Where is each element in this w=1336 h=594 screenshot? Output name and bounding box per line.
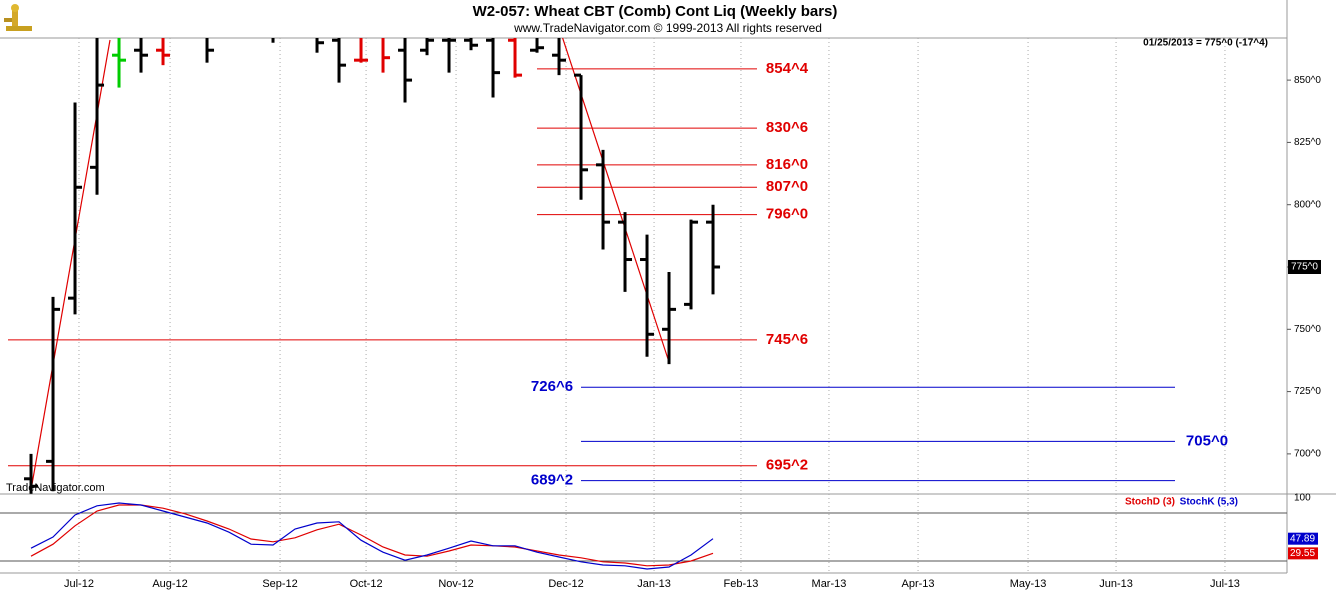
last-value-label: 29.55: [1290, 548, 1315, 559]
y-tick-label: 800^0: [1294, 199, 1321, 210]
last-value-label: 47.89: [1290, 533, 1315, 544]
level-label: 726^6: [531, 378, 573, 395]
x-tick-label: Apr-13: [902, 578, 935, 590]
y-tick-label: 100: [1294, 493, 1311, 504]
level-label: 695^2: [766, 457, 808, 474]
trendline: [561, 38, 670, 363]
level-label: 745^6: [766, 331, 808, 348]
legend-label: StochD (3): [1125, 497, 1175, 508]
y-tick-label: 700^0: [1294, 449, 1321, 460]
legend-label: StochK (5,3): [1180, 497, 1238, 508]
x-tick-label: Nov-12: [438, 578, 473, 590]
level-label: 705^0: [1186, 432, 1228, 449]
level-label: 854^4: [766, 60, 809, 77]
price-annotation: 01/25/2013 = 775^0 (-17^4): [1143, 38, 1268, 49]
last-value-box: [1288, 532, 1318, 545]
y-tick-label: 825^0: [1294, 137, 1321, 148]
x-tick-label: Aug-12: [152, 578, 187, 590]
level-label: 796^0: [766, 206, 808, 223]
chart-subtitle: www.TradeNavigator.com © 1999-2013 All r…: [513, 21, 822, 35]
x-tick-label: Feb-13: [724, 578, 759, 590]
last-price-box: [1288, 259, 1321, 274]
y-tick-label: 750^0: [1294, 324, 1321, 335]
level-label: 816^0: [766, 156, 808, 173]
x-tick-label: Jan-13: [637, 578, 671, 590]
chart-title: W2-057: Wheat CBT (Comb) Cont Liq (Weekl…: [473, 3, 838, 20]
x-tick-label: Jul-13: [1210, 578, 1240, 590]
level-label: 830^6: [766, 119, 808, 136]
x-tick-label: Sep-12: [262, 578, 297, 590]
stoch-panel: [30, 502, 714, 570]
price-panel: [8, 38, 1175, 494]
y-tick-label: 850^0: [1294, 75, 1321, 86]
watermark: TradeNavigator.com: [6, 482, 105, 494]
x-tick-label: Mar-13: [812, 578, 847, 590]
last-value-box: [1288, 547, 1318, 560]
level-label: 807^0: [766, 178, 808, 195]
stoch-line: [30, 502, 714, 570]
logo: [4, 4, 32, 31]
axes: Jul-12 Aug-12 Sep-12 Oct-12 Nov-12 Dec-12 Jan-…: [64, 60, 1321, 590]
level-label: 689^2: [531, 472, 573, 489]
x-tick-label: Jul-12: [64, 578, 94, 590]
x-tick-label: May-13: [1010, 578, 1047, 590]
last-price-label: 775^0: [1291, 262, 1318, 273]
y-tick-label: 725^0: [1294, 386, 1321, 397]
x-tick-label: Dec-12: [548, 578, 583, 590]
x-tick-label: Jun-13: [1099, 578, 1133, 590]
x-tick-label: Oct-12: [350, 578, 383, 590]
